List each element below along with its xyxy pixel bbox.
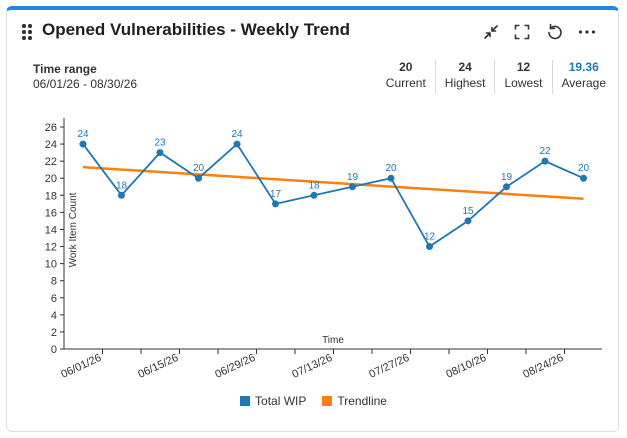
stat-current: 20 Current: [377, 60, 435, 94]
data-label: 17: [270, 189, 282, 200]
data-label: 20: [578, 163, 590, 174]
y-tick-label: 24: [45, 139, 57, 151]
stat-value: 19.36: [568, 60, 599, 74]
stat-label: Average: [561, 76, 606, 90]
x-tick-label: 08/24/26: [521, 352, 565, 381]
stat-label: Lowest: [504, 76, 543, 90]
stat-value: 24: [458, 60, 472, 74]
data-point: [580, 174, 587, 182]
data-point: [233, 140, 241, 148]
data-label: 15: [462, 206, 474, 217]
data-point: [541, 157, 549, 165]
data-point: [118, 191, 125, 199]
widget-title: Opened Vulnerabilities - Weekly Trend: [42, 20, 350, 39]
y-tick-label: 8: [51, 276, 57, 288]
x-tick-label: 06/15/26: [136, 352, 180, 381]
stat-value: 20: [399, 60, 413, 74]
y-tick-label: 6: [51, 293, 57, 305]
data-label: 24: [77, 129, 89, 140]
data-label: 23: [154, 138, 166, 149]
data-point: [195, 174, 202, 182]
fullscreen-icon[interactable]: [512, 22, 532, 42]
y-tick-label: 26: [45, 122, 57, 134]
legend-swatch: [240, 396, 251, 406]
data-label: 12: [424, 232, 436, 243]
x-tick-label: 07/13/26: [290, 352, 334, 381]
series-line-total-wip: [82, 142, 584, 248]
time-range-value: 06/01/26 - 08/30/26: [33, 77, 138, 91]
refresh-icon[interactable]: [545, 22, 565, 42]
y-tick-label: 22: [45, 156, 57, 168]
more-icon[interactable]: [577, 22, 597, 42]
data-point: [272, 200, 279, 208]
data-point: [79, 140, 87, 148]
y-tick-label: 14: [45, 224, 57, 236]
data-label: 24: [231, 129, 243, 140]
time-range-label: Time range: [33, 62, 97, 76]
collapse-icon[interactable]: [481, 22, 501, 42]
data-label: 18: [116, 180, 128, 191]
data-point: [503, 183, 510, 191]
legend-swatch: [322, 396, 333, 406]
y-tick-label: 0: [51, 344, 57, 356]
y-tick-label: 2: [51, 327, 57, 339]
data-point: [349, 183, 356, 191]
legend-item-trendline[interactable]: Trendline: [322, 394, 387, 408]
stat-label: Highest: [444, 76, 486, 90]
y-tick-label: 12: [45, 242, 57, 254]
stats-bar: 20 Current 24 Highest 12 Lowest 19.36 Av…: [377, 60, 615, 94]
legend-item-total-wip[interactable]: Total WIP: [240, 394, 306, 408]
data-point: [310, 191, 318, 199]
data-label: 20: [193, 163, 205, 174]
x-tick-label: 08/10/26: [444, 352, 488, 381]
x-tick-label: 06/01/26: [59, 352, 103, 381]
data-label: 20: [385, 163, 397, 174]
stat-average: 19.36 Average: [551, 60, 615, 94]
stat-lowest: 12 Lowest: [494, 60, 551, 94]
y-axis-title: Work Item Count: [68, 192, 79, 267]
data-label: 19: [347, 172, 359, 183]
stat-label: Current: [385, 76, 426, 90]
y-tick-label: 16: [45, 207, 57, 219]
stat-highest: 24 Highest: [434, 60, 495, 94]
legend-label: Trendline: [337, 394, 387, 408]
chart-legend: Total WIP Trendline: [0, 394, 627, 408]
data-point: [426, 243, 433, 251]
data-label: 18: [308, 180, 320, 191]
drag-handle-icon[interactable]: [22, 24, 34, 40]
x-tick-label: 06/29/26: [213, 352, 257, 381]
data-point: [464, 217, 472, 225]
data-point: [156, 149, 164, 157]
y-tick-label: 18: [45, 190, 57, 202]
legend-label: Total WIP: [255, 394, 307, 408]
stat-value: 12: [516, 60, 531, 74]
x-tick-label: 07/27/26: [367, 352, 411, 381]
y-tick-label: 20: [45, 173, 57, 185]
data-label: 22: [539, 146, 551, 157]
data-point: [387, 174, 395, 182]
y-tick-label: 10: [45, 259, 57, 271]
x-axis-title: Time: [322, 335, 344, 346]
y-tick-label: 4: [51, 310, 57, 322]
data-label: 19: [501, 172, 513, 183]
widget-card: [6, 6, 619, 432]
